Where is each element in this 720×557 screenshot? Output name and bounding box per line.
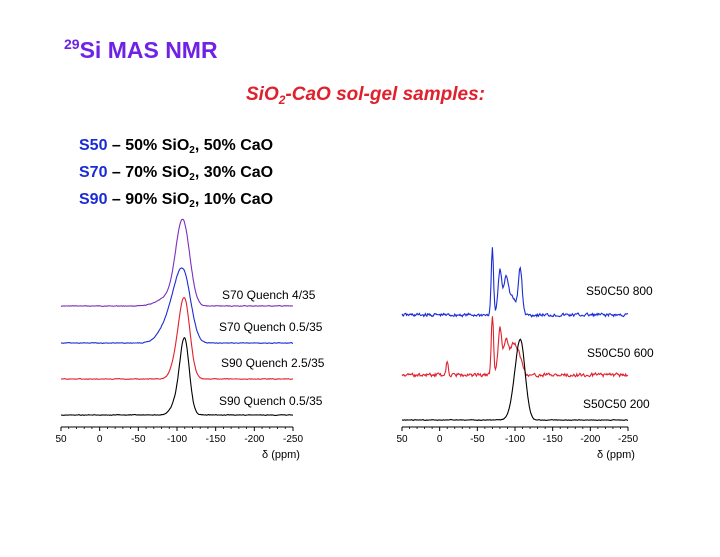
x-tick-label: -250: [618, 434, 638, 445]
sample-list: S50 – 50% SiO2, 50% CaO S70 – 70% SiO2, …: [79, 135, 273, 216]
slide-subtitle: SiO2-CaO sol-gel samples:: [246, 84, 485, 107]
subtitle-post: -CaO sol-gel samples:: [285, 84, 485, 105]
sample-post: , 30% CaO: [194, 164, 274, 181]
sample-code: S70: [79, 164, 108, 181]
sample-sub: 2: [189, 199, 195, 210]
series-label: S70 Quench 4/35: [222, 288, 316, 302]
series-label: S90 Quench 2.5/35: [221, 356, 325, 370]
sample-post: , 50% CaO: [194, 137, 274, 154]
spectrum-line: [402, 338, 629, 421]
sample-s90: S90 – 90% SiO2, 10% CaO: [79, 189, 273, 216]
sample-s70: S70 – 70% SiO2, 30% CaO: [79, 162, 273, 189]
x-tick-label: 0: [97, 434, 103, 445]
slide-title: 29Si MAS NMR: [64, 36, 218, 64]
spectrum-line: [401, 316, 629, 379]
x-tick-label: -100: [167, 434, 187, 445]
series-label: S50C50 800: [586, 284, 653, 298]
spectrum-line: [60, 296, 294, 380]
x-tick-label: 50: [55, 434, 67, 445]
sample-post: , 10% CaO: [194, 191, 274, 208]
x-axis-label: δ (ppm): [597, 449, 635, 461]
spectrum-line: [401, 247, 629, 318]
spectrum-line: [60, 267, 294, 344]
x-tick-label: 0: [437, 434, 443, 445]
subtitle-pre: SiO: [246, 84, 279, 105]
sample-sub: 2: [189, 145, 195, 156]
series-label: S90 Quench 0.5/35: [219, 394, 323, 408]
title-isotope: 29: [64, 36, 80, 52]
x-tick-label: -200: [580, 434, 600, 445]
title-text: Si MAS NMR: [79, 37, 218, 63]
spectrum-panel-2: 50 0 -50 -100 -150 -200 -250 δ (ppm) S50C50 800 S…: [396, 247, 654, 461]
x-tick-label: 50: [396, 434, 408, 445]
spectrum-line: [60, 336, 293, 416]
x-tick-label: -250: [283, 434, 303, 445]
series-label: S70 Quench 0.5/35: [219, 320, 323, 334]
x-axis-label: δ (ppm): [262, 449, 300, 461]
series-label: S50C50 200: [583, 397, 650, 411]
x-tick-label: -150: [543, 434, 563, 445]
x-tick-label: -50: [470, 434, 485, 445]
x-tick-label: -150: [206, 434, 226, 445]
spectrum-panel-1: 50 0 -50 -100 -150 -200 -250 δ (ppm) S70 Quench …: [55, 218, 325, 461]
subtitle-sub: 2: [278, 93, 286, 107]
sample-pre: – 90% SiO: [107, 191, 190, 208]
sample-code: S90: [79, 191, 108, 208]
x-tick-label: -200: [244, 434, 264, 445]
sample-code: S50: [79, 137, 108, 154]
sample-sub: 2: [189, 172, 195, 183]
spectrum-line: [60, 218, 293, 307]
x-tick-label: -50: [131, 434, 146, 445]
sample-pre: – 70% SiO: [107, 164, 190, 181]
sample-pre: – 50% SiO: [107, 137, 190, 154]
x-tick-label: -100: [505, 434, 525, 445]
sample-s50: S50 – 50% SiO2, 50% CaO: [79, 135, 273, 162]
series-label: S50C50 600: [587, 346, 654, 360]
